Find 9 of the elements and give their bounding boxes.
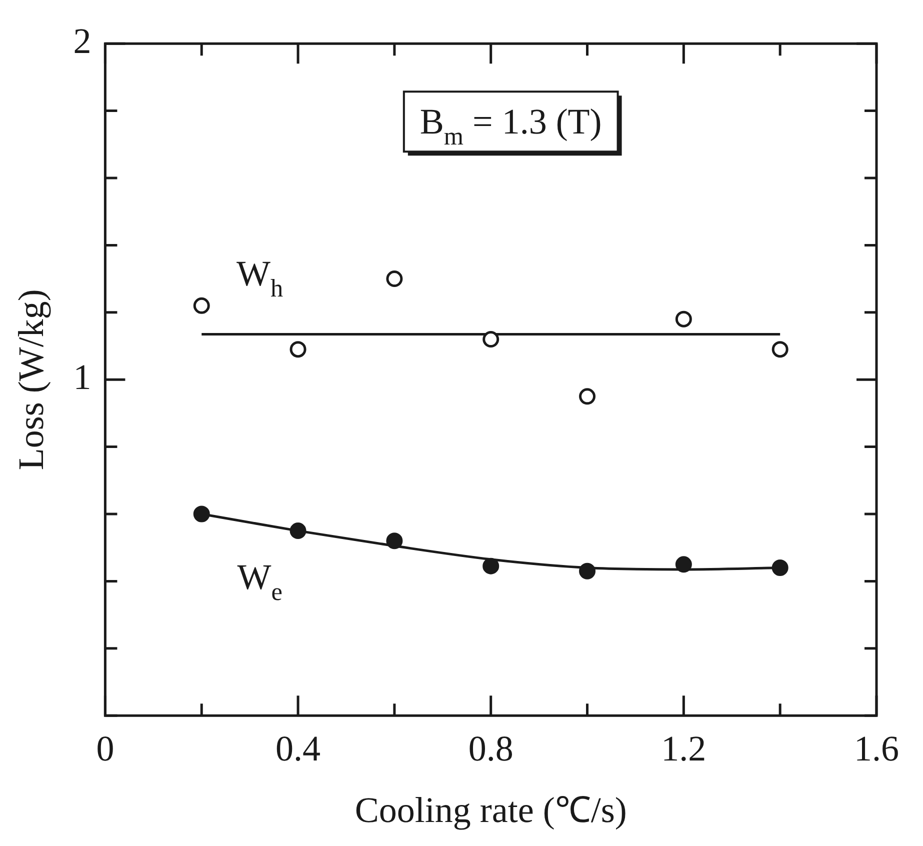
x-axis-title: Cooling rate (℃/s)	[354, 790, 627, 830]
x-tick-label: 1.2	[661, 728, 706, 769]
x-tick-label: 1.6	[854, 728, 899, 769]
x-tick-label: 0	[96, 728, 114, 769]
x-tick-label: 0.8	[468, 728, 514, 769]
y-tick-label: 2	[73, 21, 92, 62]
y-tick-label: 1	[73, 357, 92, 398]
x-tick-label: 0.4	[276, 728, 321, 769]
y-axis-title: Loss (W/kg)	[11, 289, 52, 470]
